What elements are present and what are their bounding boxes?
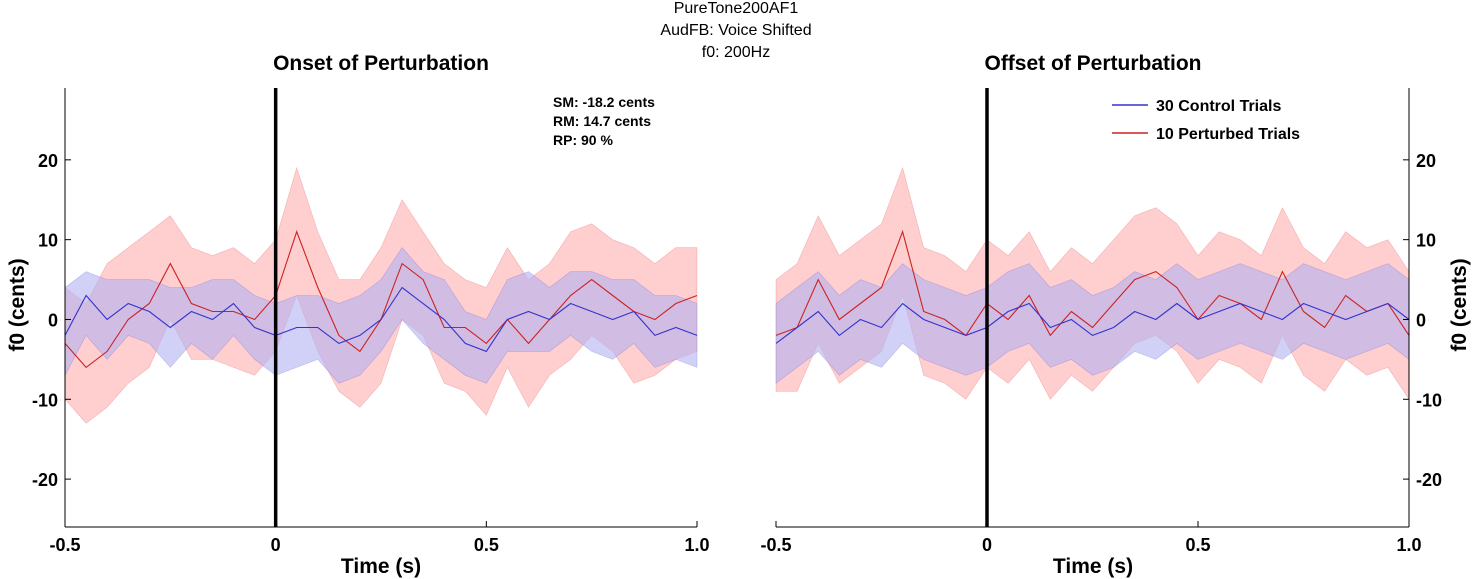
figure-title-line-3: f0: 200Hz [702, 44, 770, 61]
onset-y-tick-label: -10 [32, 390, 58, 410]
onset-panel: Onset of Perturbation -0.5 0 0.5 1.0 -20 -10 0… [6, 52, 710, 578]
offset-y-tick-label: -20 [1416, 470, 1442, 490]
offset-control-line [775, 302, 1410, 344]
onset-y-tick-label: 0 [48, 310, 58, 330]
offset-x-tick-label: -0.5 [760, 535, 791, 555]
stat-rp: RP: 90 % [553, 132, 613, 148]
offset-x-tick-label: 0 [982, 535, 992, 555]
onset-x-tick-label: -0.5 [49, 535, 80, 555]
onset-y-tick-label: 10 [38, 231, 58, 251]
offset-x-axis-label: Time (s) [1053, 555, 1133, 578]
legend-control-label: 30 Control Trials [1156, 98, 1281, 115]
offset-y-tick-label: -10 [1416, 390, 1442, 410]
offset-y-tick-label: 10 [1416, 231, 1436, 251]
onset-panel-title: Onset of Perturbation [273, 52, 489, 75]
stat-rm: RM: 14.7 cents [553, 113, 651, 129]
legend: 30 Control Trials 10 Perturbed Trials [1112, 98, 1300, 143]
offset-y-tick-label: 20 [1416, 151, 1436, 171]
offset-x-tick-label: 1.0 [1396, 535, 1421, 555]
offset-perturbed-line [775, 229, 1410, 337]
onset-y-axis-label: f0 (cents) [6, 258, 29, 351]
onset-y-tick-label: -20 [32, 470, 58, 490]
offset-x-tick-label: 0.5 [1185, 535, 1210, 555]
onset-x-tick-label: 1.0 [684, 535, 709, 555]
onset-control-band [64, 247, 698, 384]
offset-panel-title: Offset of Perturbation [984, 52, 1201, 75]
offset-y-axis-label: f0 (cents) [1448, 258, 1471, 351]
onset-x-axis-label: Time (s) [341, 555, 421, 578]
onset-y-tick-label: 20 [38, 151, 58, 171]
figure-title-line-2: AudFB: Voice Shifted [660, 22, 811, 39]
offset-y-tick-label: 0 [1416, 310, 1426, 330]
legend-perturbed-label: 10 Perturbed Trials [1156, 126, 1300, 143]
onset-x-tick-label: 0.5 [474, 535, 499, 555]
stat-sm: SM: -18.2 cents [553, 94, 655, 110]
onset-control-line [64, 286, 698, 353]
onset-x-tick-label: 0 [271, 535, 281, 555]
offset-panel: Offset of Perturbation -0.5 0 0.5 1.0 -20 -10… [760, 52, 1471, 578]
figure-title-line-1: PureTone200AF1 [674, 0, 799, 17]
